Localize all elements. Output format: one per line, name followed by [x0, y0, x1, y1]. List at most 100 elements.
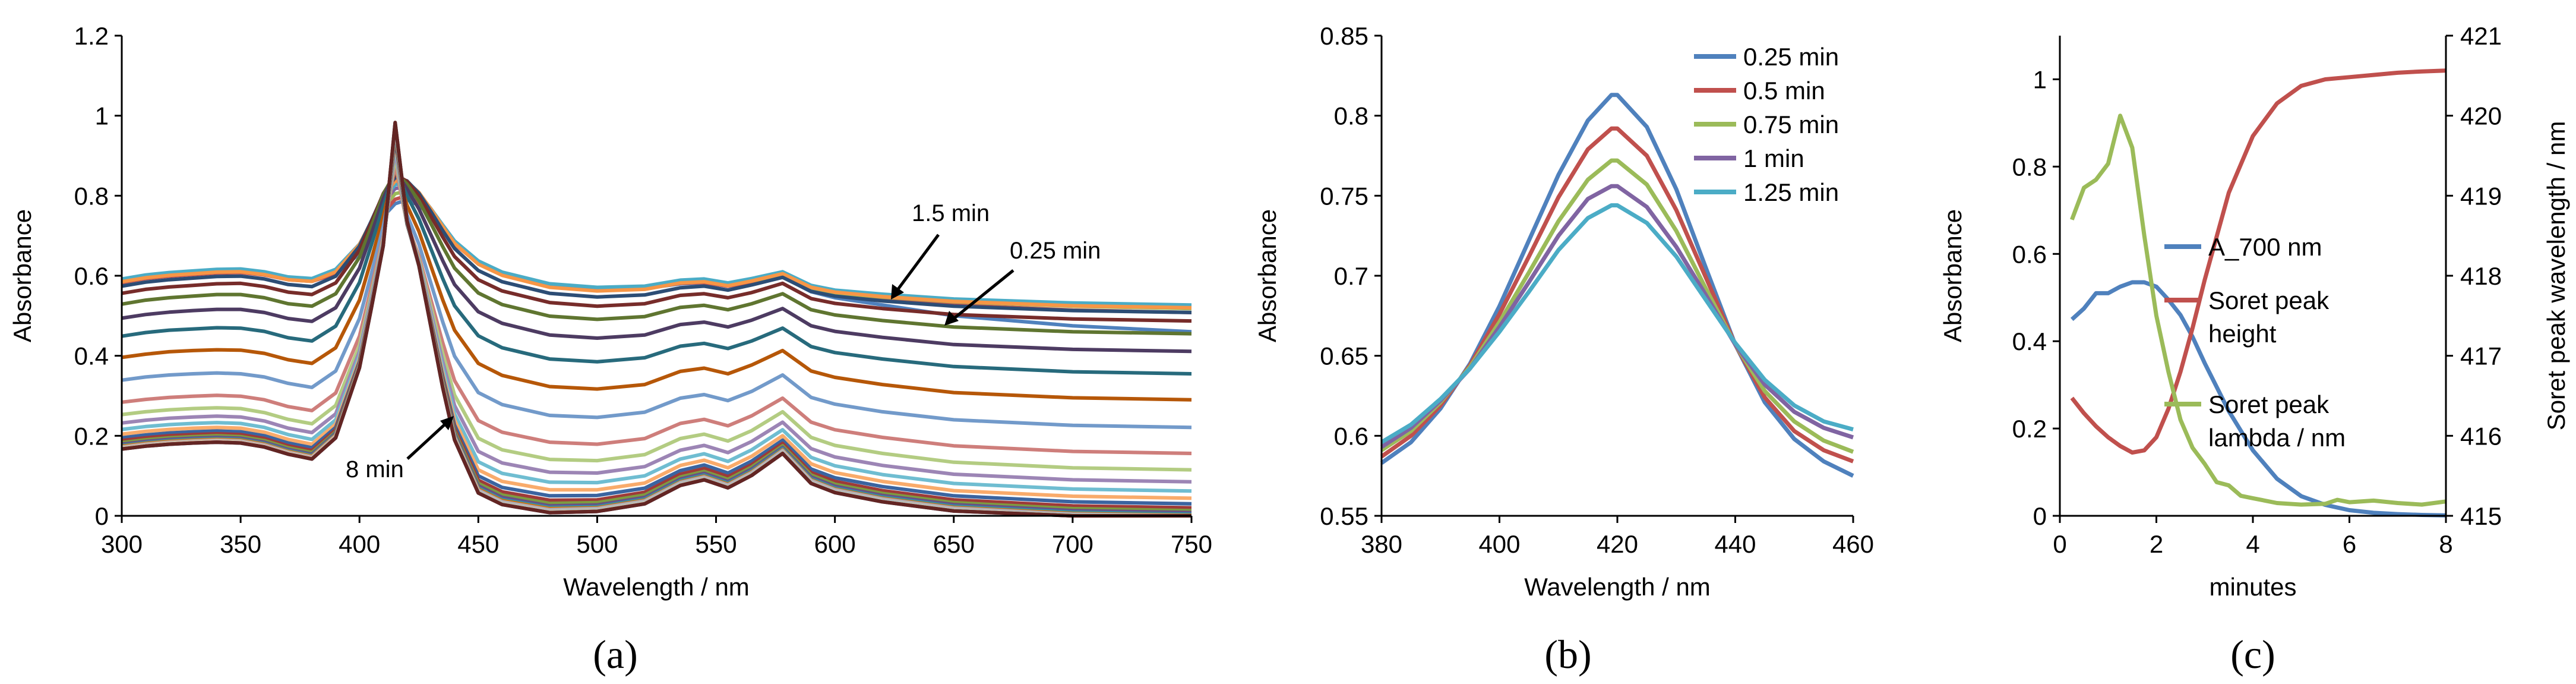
panel-c-legend-label: Soret peak lambda / nm [2208, 390, 2346, 452]
panel-a-series-line [121, 166, 1192, 376]
panel-c-y-tick-label-right: 417 [2460, 342, 2502, 370]
panel-c-y-tick-label-left: 0.2 [2012, 415, 2047, 443]
panel-a-label: (a) [593, 632, 637, 677]
panel-b-legend-label: 0.75 min [1743, 111, 1839, 138]
panel-c-series-line [2070, 114, 2447, 507]
panel-c-y-ticks-right: 415 416 417 418 419 420 421 [2446, 22, 2502, 530]
panel-a-series-line [121, 122, 1191, 518]
panel-a-x-tick-label: 500 [576, 530, 618, 558]
panel-a-y-tick-label: 1.2 [74, 22, 109, 50]
panel-c-y-tick-label-left: 0.8 [2012, 153, 2047, 181]
panel-a-x-tick-label: 450 [457, 530, 499, 558]
panel-a-x-axis-title: Wavelength / nm [563, 573, 750, 601]
panel-c-y-axis-title-left: Absorbance [1939, 209, 1967, 342]
panel-b-x-ticks: 380 400 420 440 460 [1361, 516, 1874, 558]
panel-c-y-tick-label-left: 1 [2033, 65, 2047, 93]
panel-a-x-tick-label: 650 [933, 530, 975, 558]
panel-b-y-ticks: 0.55 0.6 0.65 0.7 0.75 0.8 0.85 [1320, 22, 1382, 530]
panel-a-series-line [121, 121, 1191, 518]
panel-c-y-tick-label-right: 421 [2460, 22, 2502, 50]
panel-b-series-line [1380, 203, 1854, 445]
panel-b-axes [1380, 36, 1853, 517]
panel-c-x-ticks: 0 2 4 6 8 [2053, 516, 2453, 558]
panel-b-y-tick-label: 0.7 [1334, 262, 1368, 290]
panel-a-y-axis-title: Absorbance [8, 209, 36, 342]
panel-c-y-ticks-left: 0 0.2 0.4 0.6 0.8 1 [2012, 65, 2060, 530]
panel-c-x-tick-label: 8 [2439, 530, 2452, 558]
panel-c-y-axis-title-right: Soret peak wavelength / nm [2542, 121, 2570, 431]
panel-b: 380 400 420 440 460 0.55 0.6 0.65 0.7 0.75 0.8 0.8… [1253, 22, 1874, 677]
panel-b-legend-label: 1.25 min [1743, 178, 1839, 206]
panel-a-series-line [121, 122, 1192, 518]
annotation-1-5-min-arrowhead [891, 284, 904, 300]
panel-a-x-tick-label: 600 [814, 530, 856, 558]
panel-a-annotation-0-25-min: 0.25 min [944, 238, 1101, 326]
panel-c-legend-label: A_700 nm [2208, 233, 2322, 261]
panel-b-legend-label: 1 min [1743, 144, 1804, 172]
panel-b-y-axis-title: Absorbance [1253, 209, 1281, 342]
panel-a-y-ticks: 0 0.2 0.4 0.6 0.8 1 1.2 [74, 22, 122, 530]
panel-c-x-tick-label: 6 [2343, 530, 2356, 558]
panel-a-y-tick-label: 0.2 [74, 422, 109, 450]
panel-a-series-line [121, 154, 1192, 472]
panel-c-y-tick-label-right: 419 [2460, 182, 2502, 210]
panel-c-y-tick-label-right: 420 [2460, 102, 2502, 130]
panel-c-x-tick-label: 2 [2150, 530, 2163, 558]
panel-b-y-tick-label: 0.8 [1334, 102, 1368, 130]
panel-a-annotation-1-5-min: 1.5 min [890, 200, 990, 300]
panel-a-series-line [121, 165, 1192, 402]
panel-a-series-line [121, 171, 1192, 336]
panel-c-legend-label: Soret peak height [2208, 286, 2330, 348]
panel-a-x-ticks: 300 350 400 450 500 550 600 650 700 750 [101, 516, 1212, 558]
panel-a-series-line [121, 163, 1192, 430]
panel-b-y-tick-label: 0.75 [1320, 182, 1368, 210]
panel-a-x-tick-label: 750 [1171, 530, 1212, 558]
panel-a-y-tick-label: 0 [95, 502, 109, 530]
annotation-1-5-min-arrow [890, 234, 940, 298]
panel-b-y-tick-label: 0.85 [1320, 22, 1368, 50]
panel-a-x-tick-label: 700 [1052, 530, 1093, 558]
annotation-1-5-min-label: 1.5 min [912, 200, 990, 226]
panel-a-series-line [121, 122, 1191, 518]
panel-a-series-line [121, 179, 1192, 310]
annotation-8-min-arrowhead [440, 416, 454, 430]
panel-c-legend: A_700 nm Soret peak height Soret peak lambda… [2164, 233, 2346, 452]
panel-c-x-tick-label: 0 [2053, 530, 2066, 558]
panel-a-x-tick-label: 300 [101, 530, 143, 558]
panel-b-label: (b) [1544, 632, 1591, 677]
panel-a-y-tick-label: 1 [95, 102, 109, 130]
panel-c: 0 2 4 6 8 0 0.2 0.4 0.6 0.8 1 415 4 1 6 417 418 419 420 4… [1939, 22, 2570, 677]
panel-b-legend: 0.25 min 0.5 min 0.75 min 1 min 1.25 min [1694, 43, 1839, 206]
panel-c-y-tick-label-right: 415 [2460, 502, 2502, 530]
panel-a-series-line [121, 168, 1192, 354]
panel-b-legend-label: 0.5 min [1743, 77, 1825, 105]
panel-b-x-tick-label: 400 [1478, 530, 1520, 558]
panel-c-y-tick-label-left: 0 [2033, 502, 2047, 530]
panel-c-y-tick-label-left: 0.4 [2012, 327, 2047, 355]
panel-a-x-tick-label: 400 [339, 530, 380, 558]
panel-b-x-tick-label: 380 [1361, 530, 1402, 558]
panel-b-series [1380, 93, 1854, 478]
panel-a-series-line [121, 162, 1192, 455]
panel-c-series [2070, 68, 2447, 518]
panel-a-x-tick-label: 550 [696, 530, 737, 558]
panel-a-x-tick-label: 350 [220, 530, 261, 558]
panel-c-y-tick-label-right: 418 [2460, 262, 2502, 290]
panel-c-series-line [2070, 68, 2447, 455]
annotation-0-25-min-arrow [947, 269, 1014, 324]
panel-a-series-line [121, 121, 1191, 518]
annotation-0-25-min-label: 0.25 min [1010, 238, 1101, 264]
panel-c-x-axis-title: minutes [2209, 573, 2296, 601]
panel-c-x-tick-label: 4 [2246, 530, 2259, 558]
panel-b-x-tick-label: 440 [1714, 530, 1756, 558]
panel-a-series [121, 121, 1192, 518]
panel-b-y-tick-label: 0.55 [1320, 502, 1368, 530]
panel-c-label: (c) [2230, 632, 2275, 677]
panel-b-x-tick-label: 420 [1597, 530, 1638, 558]
panel-a-y-tick-label: 0.8 [74, 182, 109, 210]
panel-a-series-line [121, 172, 1192, 323]
panel-a-series-line [121, 175, 1192, 314]
panel-a-y-tick-label: 0.6 [74, 262, 109, 290]
panel-c-y-tick-label-left: 0.6 [2012, 240, 2047, 268]
